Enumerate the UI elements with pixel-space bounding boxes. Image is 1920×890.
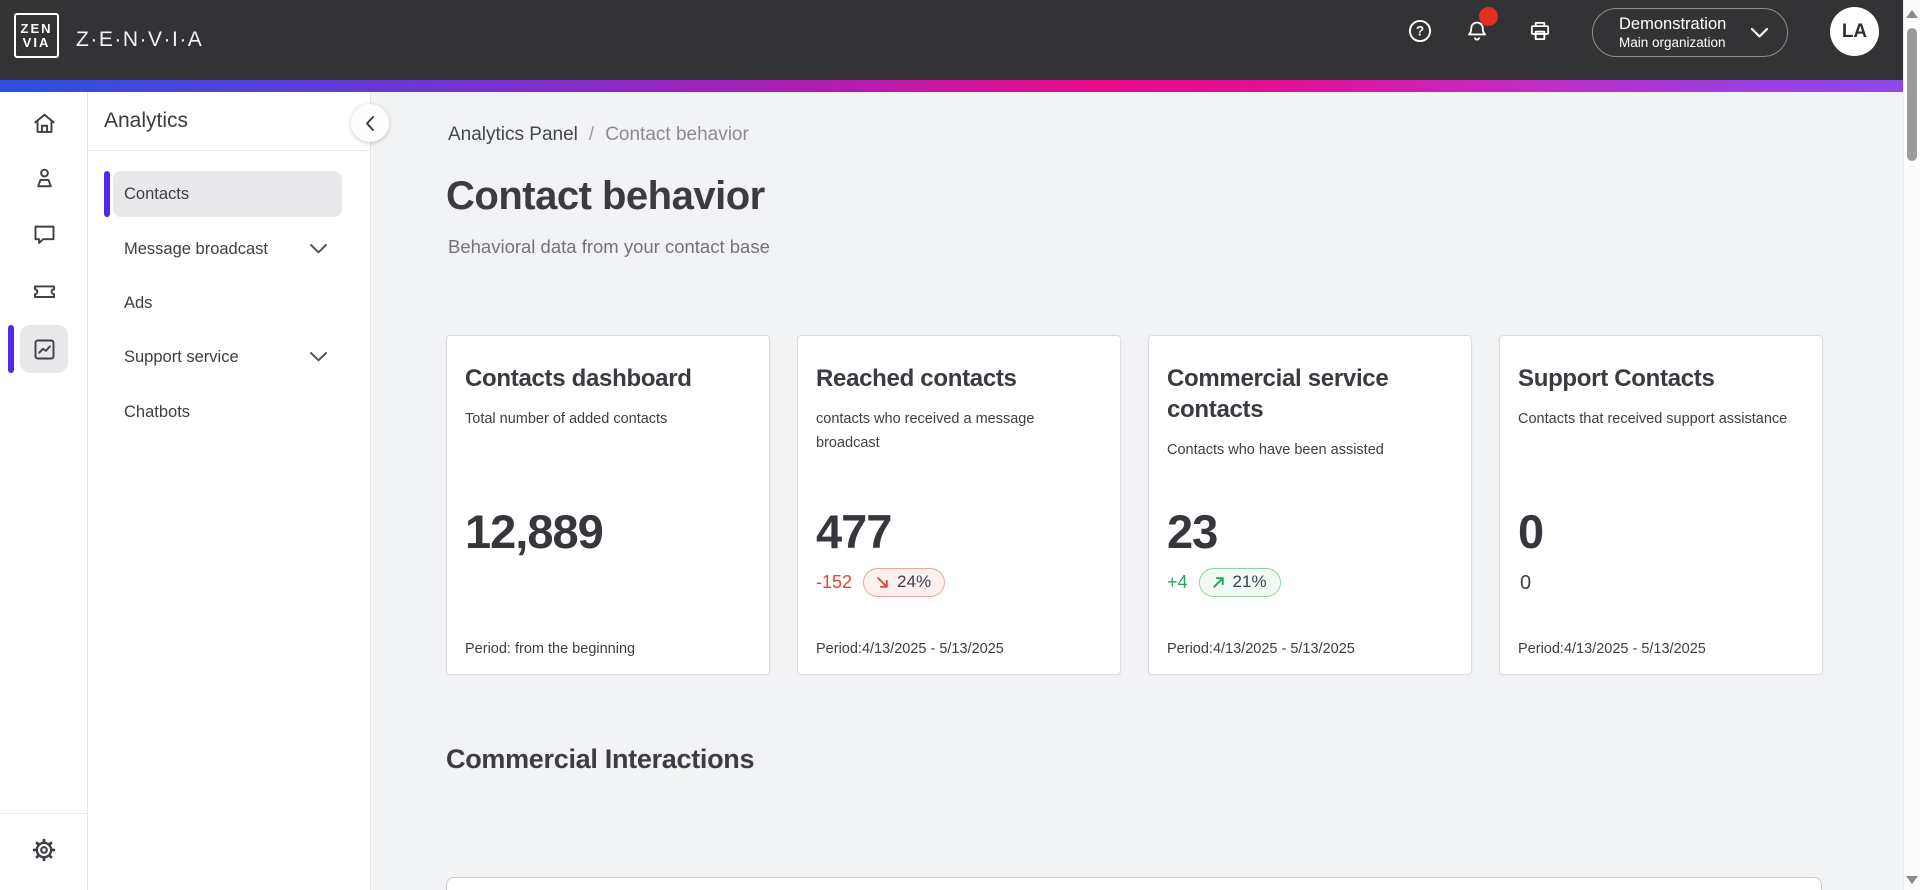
card-delta-row: +4 21% — [1167, 568, 1281, 597]
avatar-initials: LA — [1841, 20, 1868, 42]
zenvia-logo: ZEN VIA — [14, 13, 59, 58]
analytics-sidebar: Analytics Contacts Message broadcast Ads… — [88, 92, 371, 890]
card-title: Commercial service contacts — [1167, 365, 1389, 423]
trend-badge-up: 21% — [1198, 568, 1281, 597]
card-support-contacts: Support Contacts Contacts that received … — [1499, 335, 1823, 675]
organization-sub: Main organization — [1619, 35, 1726, 50]
card-period: Period:4/13/2025 - 5/13/2025 — [1167, 641, 1355, 657]
arrow-down-right-icon — [877, 576, 888, 588]
page-title: Contact behavior — [446, 174, 765, 218]
card-description: Contacts that received support assistanc… — [1518, 411, 1788, 427]
sidebar-item-chatbots[interactable]: Chatbots — [113, 389, 342, 435]
page-subtitle: Behavioral data from your contact base — [448, 236, 770, 257]
delta-percent: 24% — [897, 572, 932, 591]
svg-text:?: ? — [1416, 24, 1424, 39]
breadcrumb-analytics-panel[interactable]: Analytics Panel — [448, 124, 578, 145]
breadcrumb-separator: / — [588, 124, 595, 145]
chevron-down-icon — [1750, 27, 1769, 38]
sidebar-divider — [88, 150, 370, 151]
card-period: Period:4/13/2025 - 5/13/2025 — [1518, 641, 1706, 657]
sidebar-collapse-button[interactable] — [351, 104, 389, 142]
home-icon — [33, 113, 55, 133]
nav-analytics[interactable] — [20, 325, 68, 373]
card-value: 477 — [816, 505, 892, 558]
breadcrumb-current: Contact behavior — [605, 124, 749, 145]
card-contacts-dashboard: Contacts dashboard Total number of added… — [446, 335, 770, 675]
chevron-down-icon — [310, 244, 327, 254]
trend-badge-down: 24% — [863, 568, 946, 597]
nav-conversations[interactable] — [20, 210, 68, 258]
sidebar-title: Analytics — [104, 109, 189, 132]
sidebar-item-contacts[interactable]: Contacts — [113, 171, 342, 217]
printer-icon[interactable] — [1527, 18, 1553, 44]
zenvia-logo-bottom: VIA — [22, 34, 51, 50]
sidebar-item-label: Ads — [124, 293, 153, 312]
card-secondary-value: 0 — [1520, 572, 1532, 594]
kpi-cards-row: Contacts dashboard Total number of added… — [446, 335, 1823, 675]
notification-badge-dot — [1479, 7, 1498, 26]
card-description: Contacts who have been assisted — [1167, 442, 1384, 458]
sidebar-item-label: Chatbots — [124, 402, 191, 421]
user-avatar[interactable]: LA — [1830, 7, 1879, 56]
card-reached-contacts: Reached contacts contacts who received a… — [797, 335, 1121, 675]
card-period: Period:4/13/2025 - 5/13/2025 — [816, 641, 1004, 657]
delta-percent: 21% — [1232, 572, 1267, 591]
active-nav-indicator — [8, 325, 14, 373]
card-delta-row: -152 24% — [816, 568, 946, 597]
chevron-down-icon — [310, 352, 327, 362]
chat-bubble-icon — [34, 225, 54, 244]
brand-gradient-bar — [0, 80, 1920, 92]
card-title: Contacts dashboard — [465, 365, 692, 392]
breadcrumb: Analytics Panel / Contact behavior — [448, 124, 749, 146]
sidebar-item-label: Support service — [124, 347, 239, 366]
chevron-left-icon — [366, 115, 374, 131]
zenvia-logo-top: ZEN — [20, 20, 53, 36]
gear-icon — [32, 838, 56, 862]
nav-home[interactable] — [20, 99, 68, 147]
page-scrollbar[interactable] — [1903, 0, 1920, 890]
organization-switcher[interactable]: Demonstration Main organization — [1592, 8, 1788, 57]
topbar: ZEN VIA Z·E·N·V·I·A ? De — [0, 0, 1920, 80]
scrollbar-down-arrow[interactable] — [1906, 876, 1918, 884]
sidebar-item-support-service[interactable]: Support service — [113, 334, 342, 380]
bell-icon[interactable] — [1464, 18, 1490, 44]
zenvia-wordmark: Z·E·N·V·I·A — [76, 28, 204, 51]
contacts-person-icon — [36, 168, 52, 187]
sidebar-item-label: Contacts — [124, 184, 190, 203]
active-item-indicator — [104, 171, 110, 217]
card-value: 0 — [1518, 505, 1544, 558]
nav-tickets[interactable] — [20, 267, 68, 315]
nav-settings[interactable] — [20, 826, 68, 874]
nav-rail — [0, 92, 88, 890]
commercial-interactions-card-partial — [446, 877, 1822, 890]
organization-name: Demonstration — [1619, 15, 1727, 33]
card-value: 23 — [1167, 505, 1218, 558]
nav-contacts[interactable] — [20, 154, 68, 202]
delta-value: -152 — [816, 572, 853, 592]
ticket-icon — [33, 284, 55, 298]
scrollbar-thumb[interactable] — [1907, 28, 1917, 161]
section-title-commercial-interactions: Commercial Interactions — [446, 744, 755, 774]
card-period: Period: from the beginning — [465, 641, 636, 657]
sidebar-item-ads[interactable]: Ads — [113, 280, 342, 326]
card-description: contacts who received a message broadcas… — [816, 411, 1035, 451]
card-title: Support Contacts — [1518, 365, 1715, 392]
delta-value: +4 — [1167, 572, 1188, 592]
card-value: 12,889 — [465, 505, 604, 558]
analytics-chart-icon — [34, 339, 54, 359]
rail-divider — [0, 813, 88, 814]
card-commercial-service-contacts: Commercial service contacts Contacts who… — [1148, 335, 1472, 675]
scrollbar-up-arrow[interactable] — [1906, 10, 1918, 18]
sidebar-item-message-broadcast[interactable]: Message broadcast — [113, 226, 342, 272]
card-title: Reached contacts — [816, 365, 1017, 392]
arrow-up-right-icon — [1212, 576, 1224, 588]
card-description: Total number of added contacts — [465, 411, 668, 427]
sidebar-item-label: Message broadcast — [124, 239, 268, 258]
help-circle-icon[interactable]: ? — [1407, 18, 1433, 44]
